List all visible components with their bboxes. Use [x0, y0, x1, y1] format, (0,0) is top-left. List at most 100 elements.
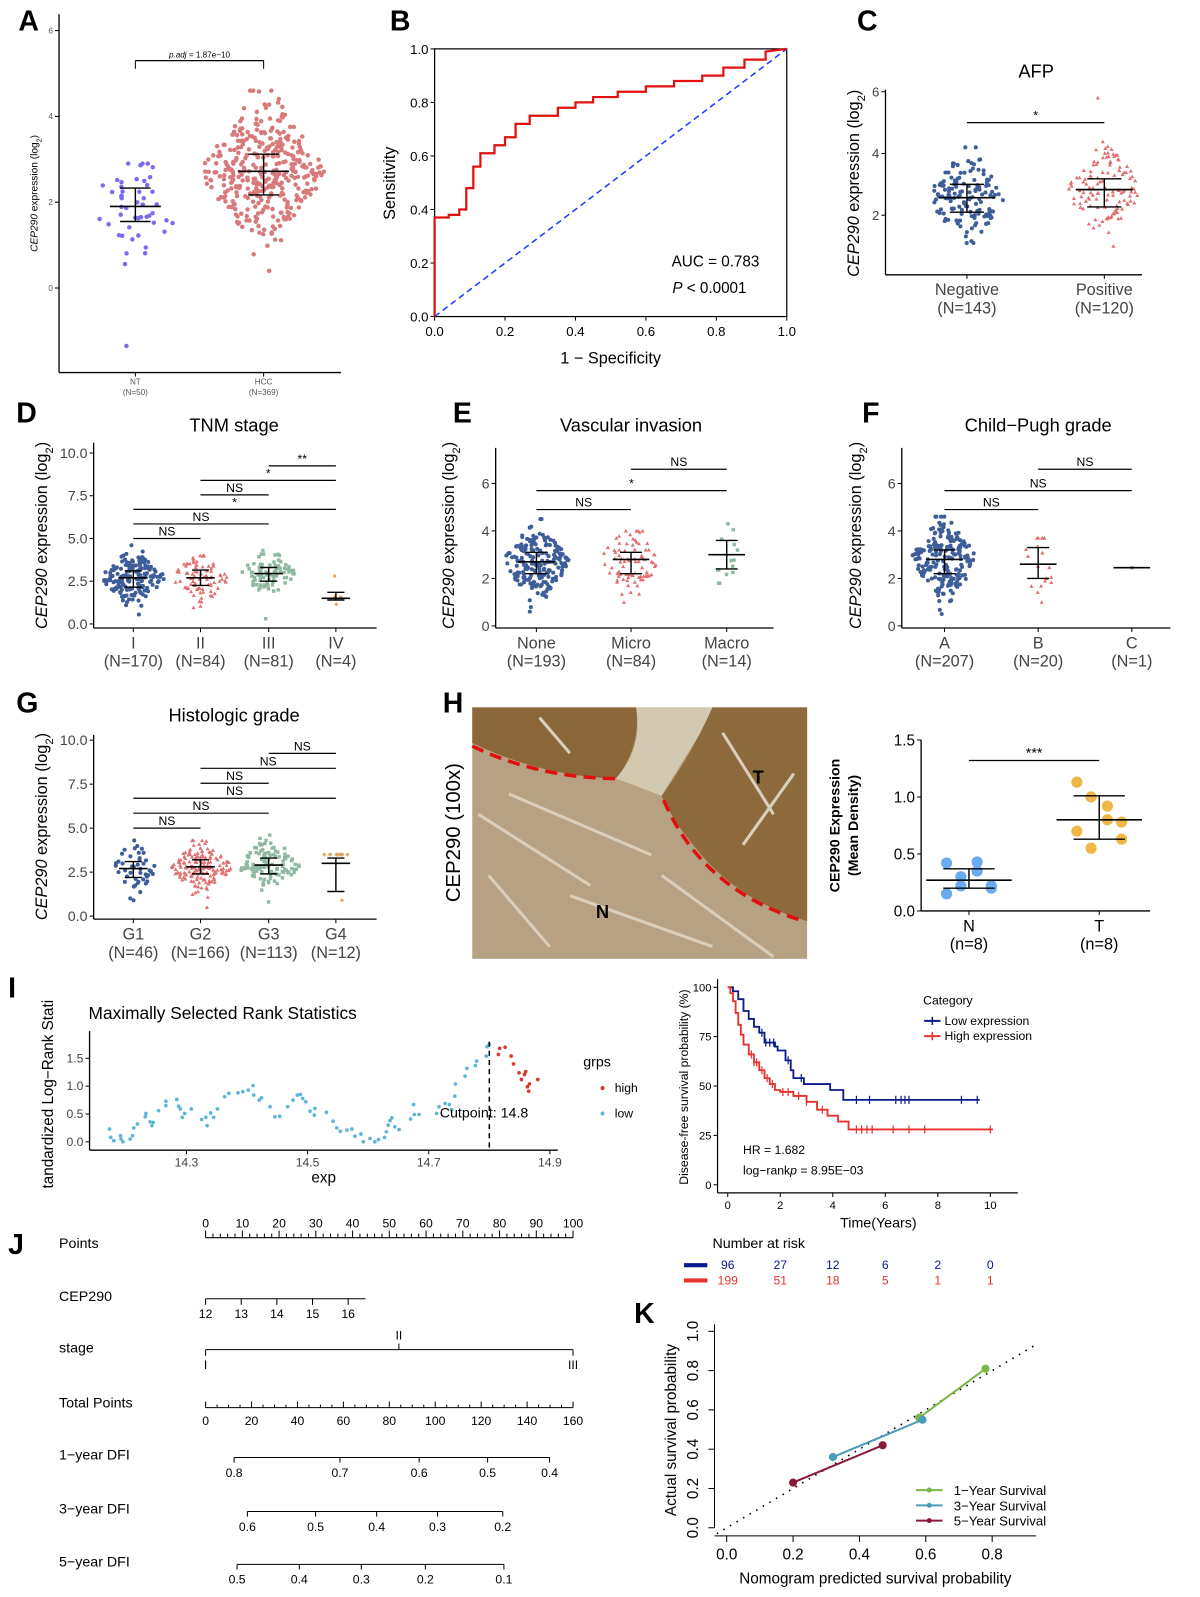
y-tick-label: 0.6: [685, 1399, 702, 1420]
x-tick-label: 0.8: [982, 1546, 1003, 1563]
data-point: [950, 207, 955, 212]
x-tick-label: G4: [325, 925, 347, 943]
data-point: [974, 221, 979, 226]
data-point: [621, 600, 626, 604]
outcome-tick-label: 0.6: [411, 1466, 428, 1480]
data-point: [216, 153, 221, 159]
data-point: [284, 575, 289, 580]
data-point: [240, 142, 246, 147]
data-point: [949, 598, 954, 603]
data-point: [142, 250, 148, 256]
data-point: [260, 848, 265, 852]
data-point: [938, 181, 943, 186]
data-point: [955, 880, 967, 892]
data-point: [198, 604, 203, 608]
data-point: [257, 230, 262, 235]
x-axis-label: Nomogram predicted survival probability: [739, 1571, 1011, 1588]
data-point: [234, 193, 240, 199]
data-point: [154, 585, 159, 590]
data-point: [939, 584, 944, 589]
data-point: [265, 185, 270, 190]
data-point-low: [473, 1063, 478, 1068]
data-point: [1090, 185, 1096, 190]
data-point-low: [180, 1115, 185, 1120]
data-point: [281, 863, 285, 867]
data-point: [239, 116, 245, 121]
points-tick-label: 30: [309, 1217, 323, 1231]
data-point: [245, 175, 250, 180]
data-point: [1042, 578, 1048, 583]
significance-bracket: NS: [944, 477, 1132, 492]
significance-label: *: [232, 495, 237, 509]
data-point: [251, 583, 255, 588]
data-point: [292, 139, 297, 144]
outcome-tick-label: 0.2: [417, 1573, 434, 1587]
data-point: [1118, 216, 1124, 220]
data-point: [268, 874, 273, 878]
data-point: [204, 885, 209, 890]
data-point: [244, 213, 250, 219]
data-point: [994, 185, 999, 190]
data-point: [1094, 162, 1099, 166]
data-point: [222, 173, 227, 178]
data-point-low: [182, 1111, 187, 1116]
data-point: [266, 851, 270, 855]
data-point: [937, 520, 942, 525]
x-tick-label: 0.6: [637, 324, 655, 339]
data-point: [967, 190, 972, 195]
y-tick-label: 6: [482, 476, 490, 492]
data-point: [272, 569, 277, 574]
data-point: [512, 554, 517, 559]
data-point: [962, 201, 967, 206]
data-point: [1107, 162, 1112, 167]
data-point: [190, 892, 195, 897]
label-part: ): [845, 90, 863, 95]
data-point: [268, 833, 272, 837]
data-point: [238, 162, 244, 167]
data-point-low: [453, 1082, 458, 1086]
data-point: [1072, 201, 1077, 206]
data-point: [527, 576, 533, 581]
label-part: 2: [451, 447, 463, 453]
stroma-strand: [487, 874, 551, 948]
label-part: expression (log: [33, 745, 51, 860]
data-point: [946, 189, 952, 194]
y-tick-label: 0.2: [685, 1478, 702, 1499]
data-point-low: [443, 1101, 447, 1106]
panel-b: 0.00.00.20.20.40.40.60.60.80.81.01.01 − …: [381, 42, 796, 367]
data-point-low: [359, 1132, 363, 1136]
data-point: [275, 153, 281, 159]
data-point: [955, 534, 960, 540]
data-point: [150, 164, 156, 170]
data-point: [1110, 189, 1115, 194]
data-point: [967, 559, 972, 565]
data-point: [118, 194, 124, 199]
data-point: [191, 579, 196, 584]
data-point: [281, 859, 285, 863]
data-point: [1078, 201, 1083, 206]
data-point: [972, 215, 977, 221]
group-n-label: (N=84): [175, 653, 225, 671]
data-point: [935, 209, 940, 214]
data-point: [948, 588, 953, 593]
data-point: [280, 142, 285, 147]
data-point: [209, 852, 214, 856]
data-point: [554, 574, 559, 579]
data-point: [552, 548, 558, 553]
data-point: [527, 609, 532, 614]
data-point: [254, 869, 259, 873]
data-point: [538, 548, 543, 553]
data-point: [131, 898, 136, 903]
data-point-low: [119, 1137, 123, 1141]
data-point: [176, 860, 181, 864]
data-point: [217, 863, 222, 868]
outcome-tick-label: 0.4: [291, 1573, 308, 1587]
data-point: [1100, 219, 1105, 224]
data-point: [137, 556, 142, 561]
data-point: [940, 888, 953, 900]
data-point: [252, 575, 257, 580]
data-point: [256, 223, 261, 229]
data-point: [1116, 816, 1128, 828]
data-point: [268, 573, 273, 577]
